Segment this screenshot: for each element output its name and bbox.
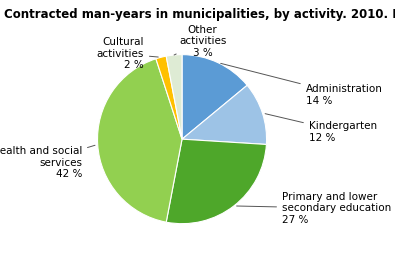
Text: Kindergarten
12 %: Kindergarten 12 % [265,114,377,143]
Wedge shape [166,139,266,224]
Text: Health and social
services
42 %: Health and social services 42 % [0,145,95,180]
Wedge shape [182,85,267,144]
Wedge shape [166,55,182,139]
Text: Cultural
activities
2 %: Cultural activities 2 % [96,37,158,70]
Text: Administration
14 %: Administration 14 % [221,63,383,106]
Wedge shape [182,55,247,139]
Text: Contracted man-years in municipalities, by activity. 2010. Per cent: Contracted man-years in municipalities, … [4,8,395,21]
Text: Primary and lower
secondary education
27 %: Primary and lower secondary education 27… [237,192,391,225]
Text: Other
activities
3 %: Other activities 3 % [174,25,226,58]
Wedge shape [98,59,182,222]
Wedge shape [156,56,182,139]
